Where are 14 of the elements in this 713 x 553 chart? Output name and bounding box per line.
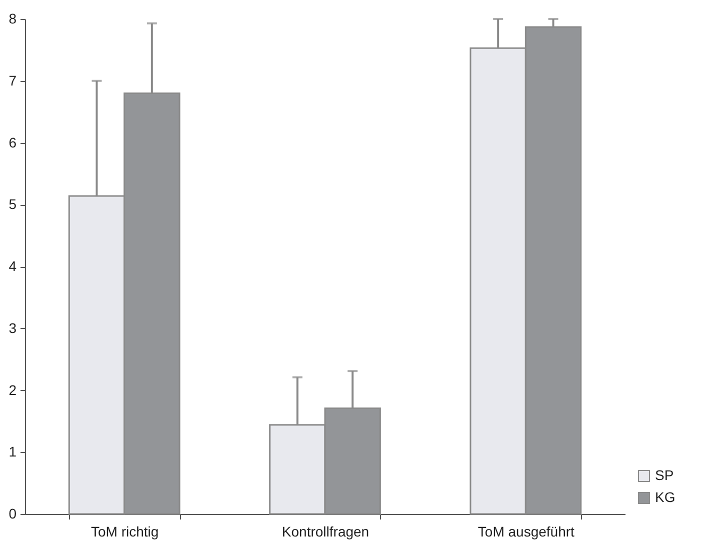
- legend-label: SP: [655, 467, 674, 483]
- y-tick-label: 4: [8, 258, 17, 274]
- y-tick-label: 1: [8, 444, 17, 460]
- x-tick-label: ToM richtig: [90, 524, 159, 540]
- x-tick-label: ToM ausgeführt: [478, 524, 575, 540]
- x-tick-label: Kontrollfragen: [282, 524, 370, 540]
- y-tick-label: 5: [8, 196, 17, 212]
- y-tick-label: 7: [8, 72, 17, 88]
- y-tick-label: 2: [8, 382, 17, 398]
- y-tick-label: 3: [8, 320, 17, 336]
- y-tick-label: 0: [8, 506, 17, 522]
- y-tick-label: 6: [8, 134, 17, 150]
- legend-label: KG: [655, 489, 676, 505]
- y-tick-label: 8: [8, 10, 17, 26]
